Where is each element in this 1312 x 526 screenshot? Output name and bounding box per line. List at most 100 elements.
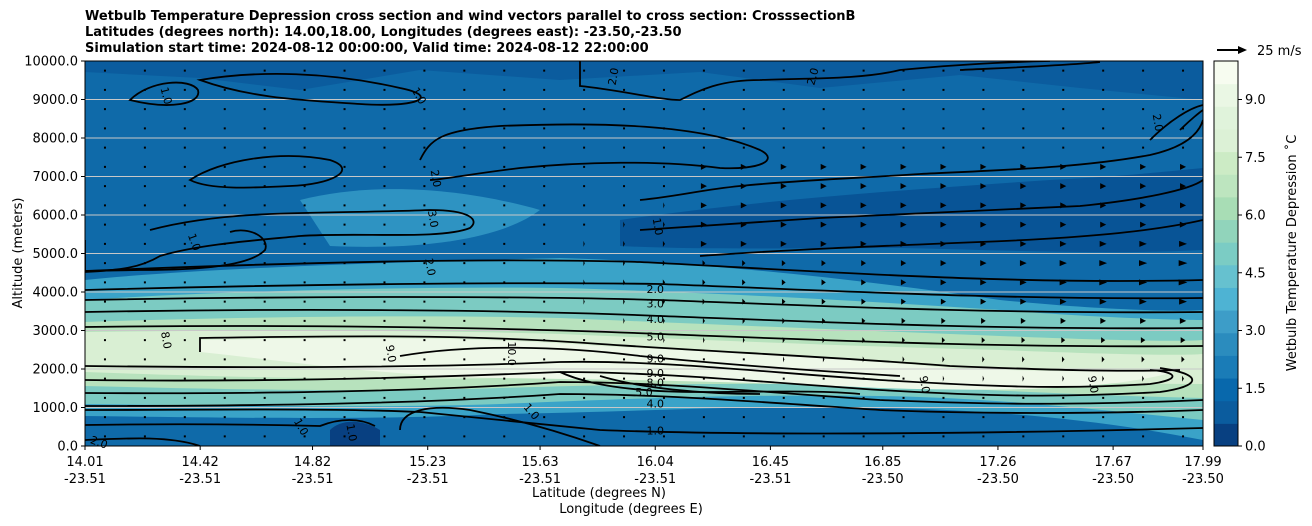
wind-vector-arrow — [1179, 298, 1187, 305]
wind-vector-dot — [1062, 69, 1065, 72]
wind-vector-arrow — [1142, 375, 1144, 382]
wind-vector-arrow — [982, 375, 985, 382]
wind-vector-arrow — [780, 240, 787, 247]
wind-vector-dot — [223, 377, 226, 380]
wind-vector-dot — [143, 281, 146, 284]
colorbar-tick-label: 9.0 — [1245, 93, 1266, 108]
wind-vector-arrow — [860, 163, 867, 170]
contour-label-text: 4.0 — [646, 313, 664, 326]
wind-vector-dot — [623, 358, 626, 361]
contour-label: 5.0 — [646, 330, 664, 343]
wind-vector-dot — [862, 108, 865, 111]
wind-vector-arrow — [1020, 183, 1027, 190]
wind-vector-dot — [623, 396, 626, 399]
wind-vector-dot — [1102, 396, 1105, 399]
wind-vector-dot — [103, 396, 106, 399]
wind-vector-arrow — [623, 317, 625, 324]
wind-vector-arrow — [1181, 356, 1185, 363]
wind-vector-dot — [463, 358, 466, 361]
contour-label: 10.0 — [505, 341, 518, 366]
wind-vector-dot — [503, 223, 506, 226]
wind-vector-dot — [143, 435, 146, 438]
wind-vector-dot — [1182, 396, 1185, 399]
wind-vector-arrow — [742, 337, 745, 344]
wind-vector-dot — [742, 416, 745, 419]
colorbar-segment — [1214, 151, 1238, 175]
wind-vector-dot — [103, 185, 106, 188]
colorbar-segment — [1214, 264, 1238, 288]
wind-vector-dot — [103, 319, 106, 322]
wind-vector-arrow — [1100, 317, 1107, 324]
wind-vector-arrow — [1180, 337, 1186, 344]
wind-vector-arrow — [623, 221, 625, 228]
wind-vector-arrow — [981, 337, 986, 344]
contour-label-text: 2.0 — [428, 169, 444, 188]
contour-label-text: 2.0 — [1150, 113, 1166, 132]
contour-label: 9.0 — [383, 344, 399, 363]
wind-vector-arrow — [781, 279, 786, 286]
wind-vector-dot — [223, 69, 226, 72]
wind-vector-dot — [423, 396, 426, 399]
wind-vector-dot — [623, 204, 626, 207]
wind-vector-arrow — [1021, 337, 1026, 344]
wind-vector-arrow — [980, 240, 987, 247]
wind-vector-arrow — [1140, 163, 1147, 170]
wind-vector-dot — [543, 185, 546, 188]
wind-vector-dot — [702, 127, 705, 130]
wind-vector-dot — [583, 358, 586, 361]
wind-vector-arrow — [860, 202, 867, 209]
wind-vector-arrow — [1101, 356, 1105, 363]
wind-vector-dot — [143, 88, 146, 91]
wind-vector-arrow — [583, 279, 585, 286]
wind-vector-arrow — [1022, 375, 1025, 382]
wind-vector-arrow — [663, 337, 665, 344]
wind-vector-dot — [543, 319, 546, 322]
wind-vector-dot — [143, 108, 146, 111]
wind-vector-dot — [1022, 435, 1025, 438]
wind-vector-dot — [223, 435, 226, 438]
wind-vector-dot — [543, 416, 546, 419]
wind-vector-dot — [702, 108, 705, 111]
y-tick-label: 10000.0 — [24, 55, 78, 70]
wind-vector-dot — [103, 300, 106, 303]
wind-vector-arrow — [700, 163, 707, 170]
wind-vector-dot — [1062, 146, 1065, 149]
wind-vector-dot — [103, 358, 106, 361]
wind-vector-dot — [623, 435, 626, 438]
wind-vector-arrow — [1139, 298, 1147, 305]
wind-vector-dot — [623, 127, 626, 130]
wind-vector-arrow — [980, 279, 987, 286]
contour-label-text: 5.0 — [635, 386, 653, 399]
wind-vector-arrow — [900, 240, 907, 247]
wind-vector-dot — [902, 108, 905, 111]
wind-vector-arrow — [1179, 317, 1187, 324]
wind-vector-arrow — [1059, 240, 1067, 247]
contour-label-text: 1.0 — [646, 425, 664, 438]
wind-vector-dot — [822, 416, 825, 419]
wind-vector-dot — [343, 358, 346, 361]
wind-vector-dot — [1142, 396, 1145, 399]
wind-vector-dot — [503, 204, 506, 207]
y-tick-label: 6000.0 — [33, 209, 79, 224]
wind-vector-arrow — [1059, 279, 1067, 286]
wind-vector-arrow — [1020, 298, 1027, 305]
wind-vector-dot — [143, 242, 146, 245]
wind-vector-arrow — [1101, 337, 1106, 344]
colorbar-tick-label: 4.5 — [1245, 266, 1266, 281]
wind-vector-dot — [1182, 127, 1185, 130]
wind-vector-dot — [862, 416, 865, 419]
wind-vector-dot — [263, 377, 266, 380]
wind-vector-dot — [463, 127, 466, 130]
wind-vector-dot — [383, 223, 386, 226]
wind-vector-dot — [942, 435, 945, 438]
wind-vector-dot — [1062, 108, 1065, 111]
wind-vector-dot — [1022, 69, 1025, 72]
wind-vector-arrow — [1059, 298, 1067, 305]
wind-vector-dot — [183, 319, 186, 322]
wind-vector-dot — [583, 127, 586, 130]
contour-labels: 1.0 1.02.0 2.02.02.03.02.01.02.03.04.05.08… — [88, 66, 1165, 451]
wind-vector-arrow — [1179, 221, 1187, 228]
wind-vector-dot — [423, 416, 426, 419]
wind-vector-dot — [423, 377, 426, 380]
wind-vector-dot — [463, 108, 466, 111]
